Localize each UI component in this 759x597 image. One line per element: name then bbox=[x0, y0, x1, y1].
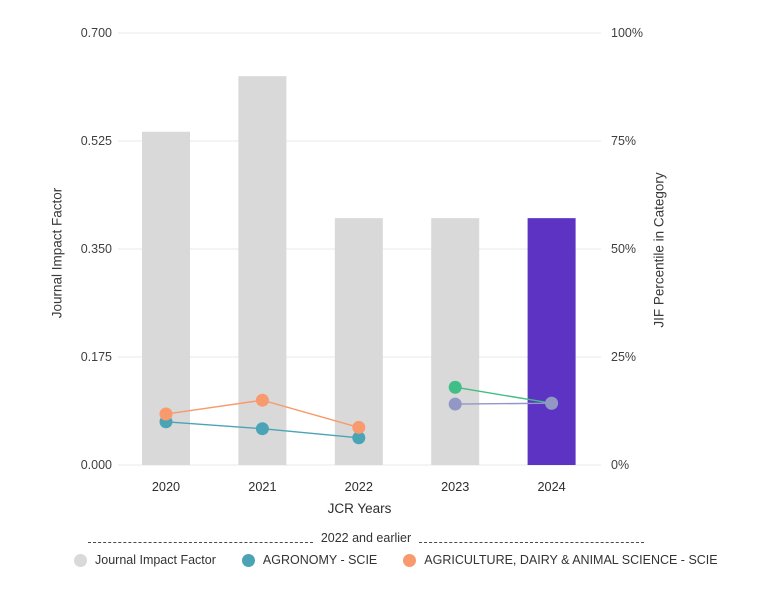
legend-dot-icon bbox=[74, 553, 87, 567]
legend-item[interactable]: Journal Impact Factor bbox=[74, 553, 216, 567]
legend-era-divider: 2022 and earlier bbox=[88, 531, 645, 545]
left-axis-tick-label: 0.350 bbox=[81, 242, 112, 256]
x-axis-tick-label-2024: 2024 bbox=[537, 480, 565, 494]
point-agriculture-dairy-animal-science-scie-2021[interactable] bbox=[255, 393, 269, 407]
right-axis-tick-label: 75% bbox=[611, 134, 636, 148]
left-axis-title: Journal Impact Factor bbox=[49, 187, 65, 319]
left-axis-tick-label: 0.700 bbox=[81, 26, 112, 40]
x-axis-tick-label-2021: 2021 bbox=[248, 480, 276, 494]
bar-2024[interactable] bbox=[527, 218, 576, 465]
x-axis-tick-label-2020: 2020 bbox=[152, 480, 180, 494]
point-agriculture-dairy-animal-science-scie-2022[interactable] bbox=[352, 420, 366, 434]
legend-dot-icon bbox=[241, 553, 255, 567]
left-axis-tick-label: 0.175 bbox=[81, 350, 112, 364]
legend-item[interactable]: AGRICULTURE, DAIRY & ANIMAL SCIENCE - SC… bbox=[403, 553, 718, 567]
divider-dashed-line bbox=[88, 541, 313, 543]
divider-dashed-line bbox=[419, 541, 645, 543]
right-axis-title: JIF Percentile in Category bbox=[651, 172, 667, 328]
x-axis-tick-label-2022: 2022 bbox=[345, 480, 373, 494]
x-axis-title: JCR Years bbox=[327, 501, 392, 516]
divider-label: 2022 and earlier bbox=[320, 531, 412, 545]
right-axis-tick-label: 100% bbox=[611, 26, 643, 40]
x-axis-tick-label-2023: 2023 bbox=[441, 480, 469, 494]
legend-item[interactable]: AGRONOMY - SCIE bbox=[241, 553, 378, 567]
chart-legend: Journal Impact Factor AGRONOMY - SCIE AGRI… bbox=[74, 553, 718, 567]
line-line-slate-2023-2024 bbox=[455, 402, 552, 405]
legend-item-label: AGRONOMY - SCIE bbox=[262, 553, 378, 567]
point-line-green-2023-2024-2023[interactable] bbox=[448, 380, 462, 394]
bar-2023[interactable] bbox=[431, 218, 480, 465]
point-agronomy-scie-2022[interactable] bbox=[352, 431, 366, 445]
right-axis-tick-label: 0% bbox=[611, 458, 629, 472]
right-axis-tick-label: 50% bbox=[611, 242, 636, 256]
point-line-slate-2023-2024-2024[interactable] bbox=[545, 396, 559, 410]
left-axis-tick-label: 0.000 bbox=[81, 458, 112, 472]
point-agronomy-scie-2021[interactable] bbox=[255, 422, 269, 436]
legend-item-label: AGRICULTURE, DAIRY & ANIMAL SCIENCE - SC… bbox=[424, 553, 718, 567]
point-agriculture-dairy-animal-science-scie-2020[interactable] bbox=[159, 407, 173, 421]
line-line-green-2023-2024 bbox=[455, 386, 552, 404]
left-axis-tick-label: 0.525 bbox=[81, 134, 112, 148]
chart-canvas: 0.000 0% 0.175 25% 0.350 50% 0.525 75% 0.700 100%… bbox=[81, 26, 643, 494]
legend-dot-icon bbox=[403, 553, 417, 567]
legend-item-label: Journal Impact Factor bbox=[95, 553, 216, 567]
point-line-slate-2023-2024-2023[interactable] bbox=[448, 397, 462, 411]
right-axis-tick-label: 25% bbox=[611, 350, 636, 364]
